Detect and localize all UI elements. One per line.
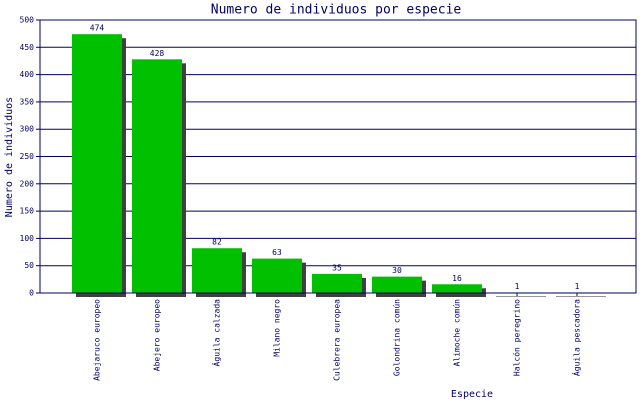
y-tick-label: 150	[20, 207, 35, 216]
x-tick-label: Abejero europeo	[153, 299, 162, 371]
x-tick-label: Milano negro	[273, 299, 282, 357]
y-tick-label: 0	[29, 289, 34, 298]
y-tick-label: 200	[20, 179, 35, 188]
bar	[372, 276, 422, 293]
bar	[252, 258, 302, 293]
value-label: 63	[272, 248, 282, 257]
bar-shadow	[496, 296, 546, 297]
bar-shadow	[556, 296, 606, 297]
y-tick-label: 250	[20, 152, 35, 161]
x-tick-label: Culebrera europea	[333, 299, 342, 381]
y-tick-label: 400	[20, 70, 35, 79]
y-tick-label: 300	[20, 125, 35, 134]
value-label: 30	[392, 266, 402, 275]
bar	[432, 284, 482, 293]
x-axis-label: Especie	[451, 389, 493, 400]
x-tick-label: Alimoche común	[453, 299, 462, 367]
y-tick-label: 50	[24, 261, 34, 270]
x-tick-label: Águila calzada	[211, 299, 222, 367]
chart-title: Numero de individuos por especie	[211, 3, 462, 18]
y-tick-label: 500	[20, 16, 35, 25]
value-label: 1	[575, 282, 580, 291]
value-label: 428	[150, 49, 165, 58]
bar	[72, 34, 122, 294]
value-label: 16	[452, 274, 462, 283]
y-axis-label: Numero de individuos	[4, 97, 15, 217]
bar	[132, 59, 182, 294]
bar	[192, 248, 242, 293]
x-tick-label: Golondrina común	[393, 299, 402, 376]
bar	[312, 273, 362, 293]
x-tick-label: Abejaruco europeo	[93, 299, 102, 381]
y-tick-label: 350	[20, 97, 35, 106]
value-label: 474	[90, 24, 105, 33]
value-label: 82	[212, 238, 222, 247]
value-label: 1	[515, 282, 520, 291]
y-tick-label: 100	[20, 234, 35, 243]
value-label: 35	[332, 263, 342, 272]
x-tick-label: Águila pescadora	[571, 299, 582, 376]
y-tick-label: 450	[20, 43, 35, 52]
x-tick-label: Halcón peregrino	[512, 299, 522, 376]
